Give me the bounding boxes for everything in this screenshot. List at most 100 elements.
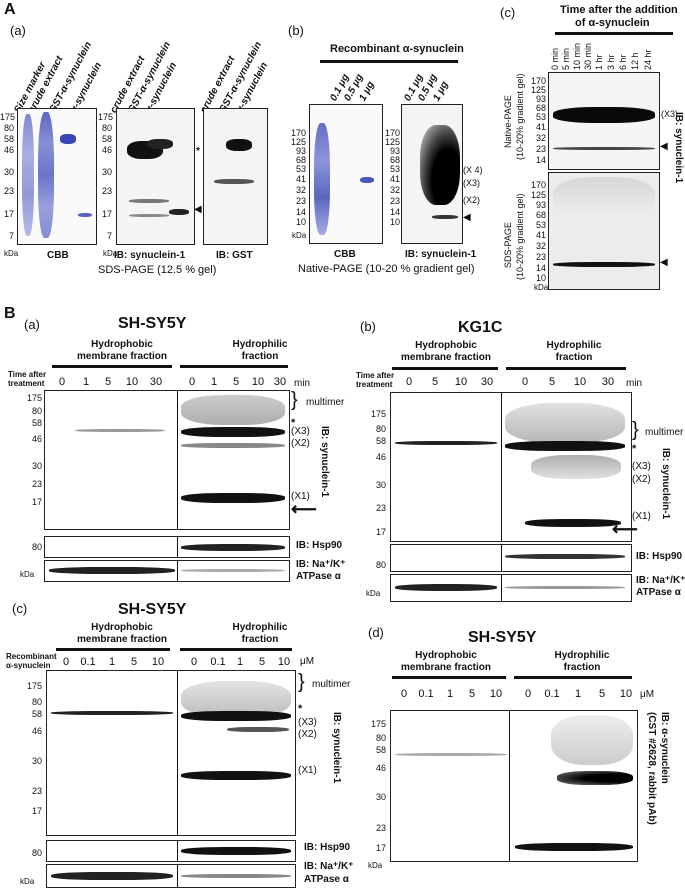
- panel-A-label: A: [4, 1, 16, 18]
- hydrophobic-label: Hydrophobic: [415, 340, 477, 351]
- hydrophobic-label: membrane fraction: [76, 351, 168, 362]
- mw-marker: 80: [375, 733, 386, 743]
- lane-label: 0.1: [418, 688, 434, 700]
- mw-marker: 68: [295, 155, 306, 165]
- band-label: (X3): [632, 461, 651, 472]
- mw-marker: 23: [375, 503, 386, 513]
- ib-atpase-blot: [46, 864, 296, 888]
- hydrophilic-label: Hydrophilic: [554, 650, 610, 661]
- lane-label: 10: [573, 376, 587, 388]
- mw-marker: 14: [389, 207, 400, 217]
- mw-marker: 80: [101, 123, 112, 133]
- mw-marker: 23: [295, 196, 306, 206]
- ib-atpase-blot: [44, 560, 290, 582]
- mw-marker: 30: [375, 792, 386, 802]
- lane-label: 0: [400, 688, 408, 700]
- unit-label: min: [294, 378, 311, 389]
- lane-label: 0: [521, 376, 529, 388]
- lane-label: 0.1: [80, 656, 96, 668]
- star-marker: *: [148, 146, 152, 157]
- star-marker: *: [298, 703, 303, 715]
- mw-marker: 7: [8, 231, 14, 241]
- star-marker: *: [196, 146, 200, 157]
- lane-label: 1: [82, 376, 90, 388]
- hydrophilic-label: fraction: [563, 662, 601, 673]
- band-label: multimer: [645, 427, 684, 438]
- ib-label: IB: synuclein-1: [331, 712, 342, 784]
- lane-label: 0 min: [550, 47, 560, 70]
- mw-marker: 46: [31, 726, 42, 736]
- cell-line-title: SH-SY5Y: [118, 601, 187, 618]
- ib-hsp90-blot: [390, 544, 632, 572]
- ib-label: IB: synuclein-1: [405, 249, 477, 260]
- lane-label: 3 hr: [606, 54, 616, 70]
- lane-label: 0.1: [544, 688, 560, 700]
- star-marker: *: [632, 443, 637, 455]
- ib-label: IB: synuclein-1: [660, 448, 671, 520]
- lane-label: 0: [524, 688, 532, 700]
- time-title: Time after the addition: [560, 4, 678, 16]
- bracket: }: [298, 671, 305, 693]
- kda-label: kDa: [20, 877, 35, 886]
- kda-label: kDa: [366, 589, 381, 598]
- lane-label: 24 hr: [643, 49, 653, 70]
- mw-marker: 23: [535, 252, 546, 262]
- mw-marker: 23: [3, 186, 14, 196]
- lane-label: 10: [277, 656, 291, 668]
- cbb-label: CBB: [47, 250, 69, 261]
- cbb-label: CBB: [334, 249, 356, 260]
- band-label: (X1): [632, 511, 651, 522]
- ib-label: IB: α-synuclein: [659, 712, 670, 784]
- mw-marker: 14: [535, 263, 546, 273]
- hydrophobic-label: Hydrophobic: [91, 339, 153, 350]
- time-title: of α-synuclein: [575, 17, 650, 29]
- mw-marker: 23: [375, 823, 386, 833]
- panel-Ab-label: (b): [288, 23, 304, 38]
- lane-label: 10: [151, 656, 165, 668]
- lane-label: 0: [58, 376, 66, 388]
- cbb-gel: [17, 108, 97, 245]
- mw-marker: 175: [26, 393, 42, 403]
- row-label: α-synuclein: [6, 661, 51, 670]
- mw-marker: 170: [290, 128, 306, 138]
- lane-label: 5: [548, 376, 556, 388]
- panel-Bb-label: (b): [360, 319, 376, 334]
- mw-marker: 170: [530, 180, 546, 190]
- mw-marker: 68: [389, 155, 400, 165]
- mw-marker: 17: [375, 527, 386, 537]
- lane-label: 5: [468, 688, 476, 700]
- panel-Bc-label: (c): [12, 601, 28, 616]
- sds-label: SDS-PAGE: [503, 222, 513, 268]
- mw-marker: 14: [295, 207, 306, 217]
- lane-label: 12 h: [630, 52, 640, 70]
- lane-label: 10: [251, 376, 265, 388]
- hydrophilic-label: Hydrophilic: [546, 340, 602, 351]
- band-label: (X2): [291, 438, 310, 449]
- ib-label: IB: Na⁺/K⁺: [636, 575, 685, 586]
- mw-marker: 93: [389, 146, 400, 156]
- lane-label: 1: [446, 688, 454, 700]
- mw-marker: 23: [31, 479, 42, 489]
- mw-marker: 46: [375, 452, 386, 462]
- hydrophobic-label: membrane fraction: [76, 634, 168, 645]
- mw-marker: 41: [295, 174, 306, 184]
- mw-marker: 46: [101, 145, 112, 155]
- mw-marker: 10: [295, 217, 306, 227]
- lane-label: 0: [405, 376, 413, 388]
- lane-label: 30: [149, 376, 163, 388]
- mw-marker: 68: [535, 103, 546, 113]
- mw-marker: 80: [31, 406, 42, 416]
- mw-marker: 30: [375, 480, 386, 490]
- panel-Ba-label: (a): [24, 317, 40, 332]
- mw-marker: 32: [535, 241, 546, 251]
- hydrophilic-label: fraction: [555, 352, 593, 363]
- mw-marker: 30: [31, 461, 42, 471]
- hydrophobic-label: membrane fraction: [400, 662, 492, 673]
- mw-marker: 17: [3, 209, 14, 219]
- ib-synuclein-blot: [46, 670, 296, 836]
- band-label: (X 4): [463, 165, 483, 175]
- cell-line-title: SH-SY5Y: [118, 315, 187, 332]
- mw-marker: 58: [31, 709, 42, 719]
- panel-Aa-label: (a): [10, 23, 26, 38]
- lane-label: 1: [574, 688, 582, 700]
